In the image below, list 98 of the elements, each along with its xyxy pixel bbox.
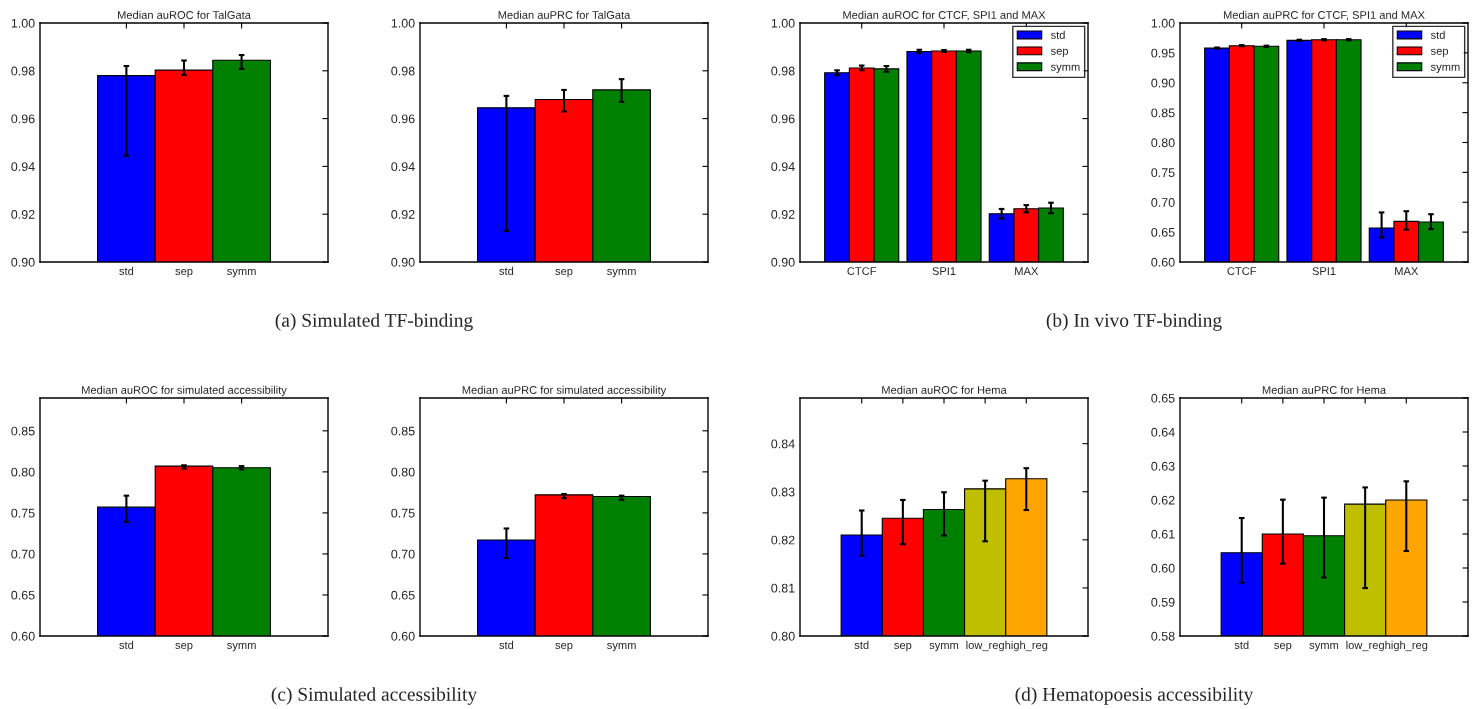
y-tick-label: 0.80	[771, 631, 795, 641]
x-tick-label: std	[119, 640, 134, 650]
x-tick-label: std	[119, 266, 134, 276]
y-tick-label: 0.70	[11, 549, 35, 559]
x-tick-label: sep	[175, 642, 193, 652]
y-tick-label: 0.65	[1151, 393, 1175, 403]
y-tick-label: 0.75	[1151, 168, 1175, 178]
x-tick-label: sep	[555, 642, 573, 652]
x-tick-label: MAX	[1395, 267, 1419, 275]
y-tick-label: 0.65	[11, 590, 35, 600]
chart-title: Median auROC for TalGata	[118, 10, 251, 19]
y-tick-label: 0.80	[11, 467, 35, 477]
y-tick-label: 0.60	[391, 631, 415, 641]
x-tick-label: symm	[607, 268, 636, 278]
x-tick-label: low_reg	[1346, 640, 1384, 652]
chart-title: Median auPRC for TalGata	[498, 10, 631, 19]
y-tick-label: 0.92	[11, 210, 35, 219]
x-tick-label: symm	[227, 268, 256, 278]
x-tick-label: symm	[929, 642, 959, 652]
x-tick-label: sep	[894, 642, 912, 652]
y-tick-label: 0.64	[1151, 427, 1175, 437]
x-tick-label: CTCF	[1227, 267, 1257, 276]
x-tick-label: CTCF	[847, 267, 877, 276]
y-tick-label: 0.75	[391, 508, 415, 518]
y-tick-label: 0.92	[391, 210, 415, 219]
y-tick-label: 0.75	[11, 508, 35, 518]
y-tick-label: 0.98	[391, 66, 415, 76]
y-tick-label: 0.85	[1151, 108, 1175, 118]
legend-label: std	[1430, 30, 1445, 39]
legend-label: sep	[1050, 48, 1069, 58]
chart-title: Median auROC for CTCF, SPI1 and MAX	[843, 10, 1046, 21]
x-tick-label: symm	[227, 642, 256, 652]
y-tick-label: 0.65	[1151, 227, 1175, 237]
legend-label: sep	[1430, 48, 1449, 58]
y-tick-label: 1.00	[1151, 18, 1175, 28]
y-tick-label: 0.94	[771, 162, 795, 172]
x-tick-label: std	[854, 640, 869, 650]
y-tick-label: 0.60	[11, 631, 35, 641]
y-tick-label: 0.96	[771, 114, 795, 124]
text: (a) Simulated TF-binding	[275, 313, 473, 331]
y-tick-label: 0.58	[1151, 631, 1175, 641]
y-tick-label: 0.90	[1151, 78, 1175, 88]
chart-title: Median auPRC for simulated accessibility	[462, 385, 667, 397]
legend-label: std	[1050, 30, 1065, 39]
x-tick-label: SPI1	[1312, 267, 1336, 276]
legend-label: symm	[1050, 64, 1080, 73]
y-tick-label: 0.63	[1151, 461, 1175, 471]
x-tick-label: SPI1	[932, 267, 956, 276]
y-tick-label: 0.61	[1151, 529, 1175, 539]
x-tick-label: sep	[175, 268, 193, 278]
y-tick-label: 0.94	[11, 162, 35, 172]
x-tick-label: high_reg	[1005, 640, 1048, 652]
x-tick-label: std	[499, 266, 514, 276]
y-tick-label: 0.98	[11, 66, 35, 76]
x-tick-label: symm	[607, 642, 636, 652]
y-tick-label: 1.00	[771, 18, 795, 28]
y-tick-label: 0.59	[1151, 597, 1175, 607]
y-tick-label: 1.00	[391, 18, 415, 28]
x-tick-label: high_reg	[1385, 640, 1428, 652]
y-tick-label: 0.96	[11, 114, 35, 124]
chart-title: Median auROC for Hema	[882, 385, 1007, 394]
y-tick-label: 0.60	[1151, 563, 1175, 573]
y-tick-label: 0.65	[391, 590, 415, 600]
y-tick-label: 0.85	[11, 426, 35, 436]
y-tick-label: 0.85	[391, 426, 415, 436]
y-tick-label: 0.96	[391, 114, 415, 124]
chart-title: Median auPRC for CTCF, SPI1 and MAX	[1223, 10, 1425, 21]
chart-title: Median auROC for simulated accessibility	[82, 385, 287, 397]
text: (d) Hematopoesis accessibility	[1015, 687, 1254, 705]
chart-title: Median auPRC for Hema	[1262, 385, 1387, 394]
y-tick-label: 0.90	[391, 257, 415, 267]
y-tick-label: 0.60	[1151, 257, 1175, 267]
text: (b) In vivo TF-binding	[1046, 313, 1222, 331]
x-tick-label: sep	[555, 268, 573, 278]
y-tick-label: 0.84	[771, 439, 795, 449]
y-tick-label: 0.83	[771, 487, 795, 497]
y-tick-label: 0.80	[1151, 138, 1175, 148]
x-tick-label: sep	[1274, 642, 1292, 652]
y-tick-label: 0.70	[391, 549, 415, 559]
y-tick-label: 0.70	[1151, 198, 1175, 207]
x-tick-label: std	[1234, 640, 1249, 650]
y-tick-label: 0.92	[771, 210, 795, 219]
y-tick-label: 0.82	[771, 535, 795, 545]
y-tick-label: 0.98	[771, 66, 795, 76]
y-tick-label: 0.94	[391, 162, 415, 172]
x-tick-label: MAX	[1015, 267, 1039, 275]
legend-label: symm	[1430, 64, 1460, 73]
x-tick-label: std	[499, 640, 514, 650]
y-tick-label: 0.95	[1151, 48, 1175, 58]
x-tick-label: symm	[1309, 642, 1339, 652]
text: (c) Simulated accessibility	[271, 687, 478, 705]
y-tick-label: 0.81	[771, 583, 795, 593]
x-tick-label: low_reg	[966, 640, 1004, 652]
y-tick-label: 0.90	[11, 257, 35, 267]
y-tick-label: 0.90	[771, 257, 795, 267]
y-tick-label: 0.62	[1151, 495, 1175, 505]
y-tick-label: 0.80	[391, 467, 415, 477]
y-tick-label: 1.00	[11, 18, 35, 28]
